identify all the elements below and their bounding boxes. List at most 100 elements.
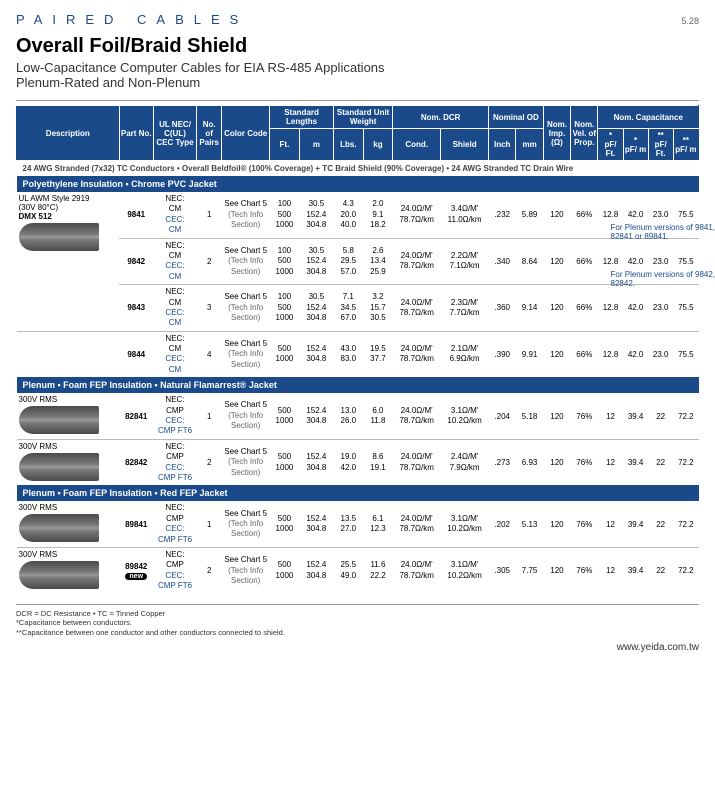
inch: .390 [489, 332, 516, 378]
vel: 66% [571, 332, 598, 378]
cable-image-icon [19, 223, 99, 251]
footnote-1: DCR = DC Resistance • TC = Tinned Copper [16, 609, 699, 619]
cond: 24.0Ω/M'78.7Ω/km [393, 548, 441, 594]
cap1: 12 [598, 393, 623, 439]
imp: 120 [543, 548, 570, 594]
cable-spec-table: Description Part No. UL NEC/ C(UL) CEC T… [16, 105, 699, 594]
shield: 3.1Ω/M'10.2Ω/km [441, 501, 489, 547]
mm: 5.13 [516, 501, 543, 547]
cap1: 12.8For Plenum versions of 9841, see 828… [598, 192, 623, 238]
kg: 11.622.2 [363, 548, 393, 594]
m: 30.5152.4304.8 [299, 192, 333, 238]
cable-image-icon [19, 514, 99, 542]
kg: 6.112.3 [363, 501, 393, 547]
m: 30.5152.4304.8 [299, 239, 333, 285]
footnote-3: **Capacitance between one conductor and … [16, 628, 699, 638]
color-code: See Chart 5(Tech Info Section) [222, 285, 270, 331]
cable-image-icon [19, 453, 99, 481]
nec-cec: NEC:CMCEC:CM [153, 332, 196, 378]
lbs: 13.026.0 [333, 393, 363, 439]
th-pf-ft-1: *pF/ Ft. [598, 129, 623, 161]
th-cond: Cond. [393, 129, 441, 161]
kg: 2.09.118.2 [363, 192, 393, 238]
m: 152.4304.8 [299, 548, 333, 594]
cap1: 12 [598, 501, 623, 547]
shield: 2.1Ω/M'6.9Ω/km [441, 332, 489, 378]
ft: 1005001000 [270, 285, 300, 331]
lbs: 4.320.040.0 [333, 192, 363, 238]
lbs: 25.549.0 [333, 548, 363, 594]
desc-sec1: UL AWM Style 2919 (30V 80°C) DMX 512 [17, 192, 120, 285]
cond: 24.0Ω/M'78.7Ω/km [393, 501, 441, 547]
color-code: See Chart 5(Tech Info Section) [222, 393, 270, 439]
part-no: 89842new [119, 548, 153, 594]
cap3: 23.0 [648, 332, 673, 378]
nec-cec: NEC:CMCEC:CM [153, 192, 196, 238]
pairs: 4 [197, 332, 222, 378]
lbs: 13.527.0 [333, 501, 363, 547]
th-part-no: Part No. [119, 106, 153, 161]
subtitle-1: Low-Capacitance Computer Cables for EIA … [16, 60, 699, 75]
th-dcr: Nom. DCR [393, 106, 489, 129]
m: 152.4304.8 [299, 332, 333, 378]
part-no: 9842 [119, 239, 153, 285]
imp: 120 [543, 393, 570, 439]
nec-cec: NEC:CMPCEC:CMP FT6 [153, 548, 196, 594]
vel: 76% [571, 501, 598, 547]
kg: 8.619.1 [363, 440, 393, 486]
color-code: See Chart 5(Tech Info Section) [222, 548, 270, 594]
lbs: 19.042.0 [333, 440, 363, 486]
cond: 24.0Ω/M'78.7Ω/km [393, 239, 441, 285]
th-pairs: No. of Pairs [197, 106, 222, 161]
inch: .232 [489, 192, 516, 238]
m: 152.4304.8 [299, 440, 333, 486]
m: 30.5152.4304.8 [299, 285, 333, 331]
row-9842: 9842 NEC:CMCEC:CM 2 See Chart 5(Tech Inf… [17, 239, 699, 285]
divider [16, 604, 699, 605]
subtitle-2: Plenum-Rated and Non-Plenum [16, 75, 699, 90]
desc-sec2-2: 300V RMS [17, 440, 120, 486]
th-shield: Shield [441, 129, 489, 161]
part-no: 9841 [119, 192, 153, 238]
mm: 9.14 [516, 285, 543, 331]
cap2: 39.4 [623, 548, 648, 594]
mm: 6.93 [516, 440, 543, 486]
part-no: 82842 [119, 440, 153, 486]
pairs: 1 [197, 501, 222, 547]
cond: 24.0Ω/M'78.7Ω/km [393, 192, 441, 238]
band-1: Polyethylene Insulation • Chrome PVC Jac… [17, 176, 699, 192]
shield: 3.4Ω/M'11.0Ω/km [441, 192, 489, 238]
ft: 1005001000 [270, 192, 300, 238]
part-no: 9844 [119, 332, 153, 378]
ft: 5001000 [270, 393, 300, 439]
footnote-2: *Capacitance between conductors. [16, 618, 699, 628]
color-code: See Chart 5(Tech Info Section) [222, 332, 270, 378]
th-od: Nominal OD [489, 106, 544, 129]
cap3: 22 [648, 501, 673, 547]
color-code: See Chart 5(Tech Info Section) [222, 440, 270, 486]
vel: 76% [571, 393, 598, 439]
kg: 6.011.8 [363, 393, 393, 439]
cap2: 42.0 [623, 332, 648, 378]
part-no: 9843 [119, 285, 153, 331]
lbs: 43.083.0 [333, 332, 363, 378]
shield: 3.1Ω/M'10.2Ω/km [441, 393, 489, 439]
vel: 76% [571, 548, 598, 594]
cap4: 72.2 [673, 501, 698, 547]
cable-image-icon [19, 406, 99, 434]
th-mm: mm [516, 129, 543, 161]
row-89841: 300V RMS 89841 NEC:CMPCEC:CMP FT6 1 See … [17, 501, 699, 547]
th-pf-ft-2: **pF/ Ft. [648, 129, 673, 161]
m: 152.4304.8 [299, 501, 333, 547]
kg: 19.537.7 [363, 332, 393, 378]
th-kg: kg [363, 129, 393, 161]
cable-image-icon [19, 561, 99, 589]
nec-cec: NEC:CMPCEC:CMP FT6 [153, 393, 196, 439]
inch: .360 [489, 285, 516, 331]
inch: .204 [489, 393, 516, 439]
inch: .273 [489, 440, 516, 486]
imp: 120 [543, 192, 570, 238]
desc-sec2-1: 300V RMS [17, 393, 120, 439]
cap1: 12 [598, 440, 623, 486]
vel: 66% [571, 239, 598, 285]
